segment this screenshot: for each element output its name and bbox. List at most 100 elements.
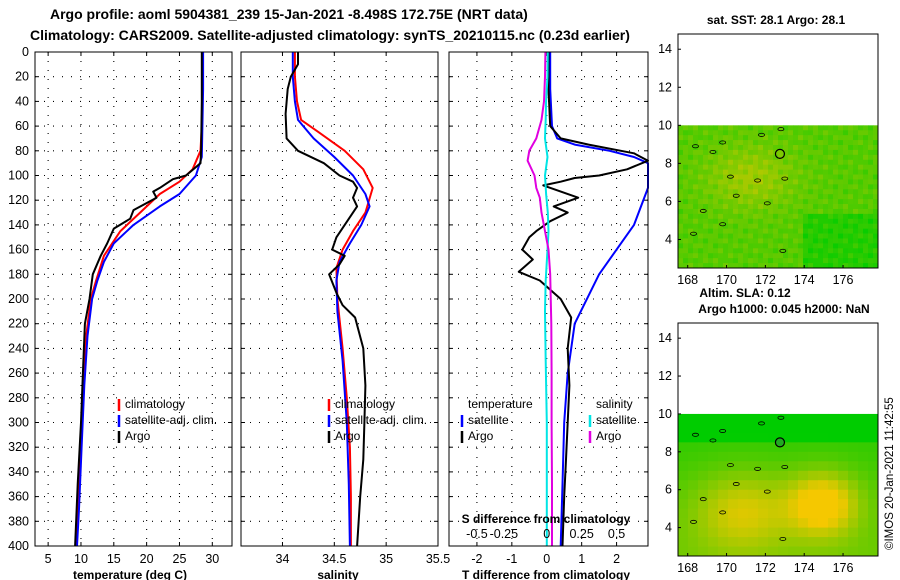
map-cell [683,135,689,141]
map-cell [718,218,724,225]
map-cell [718,194,724,200]
map-cell [758,527,769,538]
map-cell [683,184,689,190]
map-cell [703,145,709,151]
map-cell [858,413,869,424]
map-cell [718,480,729,491]
map-cell [788,442,799,453]
map-cell [833,208,839,215]
map-cell [833,194,839,200]
map-cell [723,164,729,170]
map-cell [863,233,869,239]
map-cell [858,135,864,141]
map-cell [788,174,794,180]
map-cell [818,179,824,185]
map-cell [688,130,694,136]
map-cell [743,208,749,215]
map-cell [768,527,779,538]
map-cell [738,213,744,220]
s-difference-tick-labels: -0.5 -0.25 0 0.25 0.5 [466,527,625,541]
map-cell [733,233,739,239]
legend-satellite: satellite-adj. clim. [335,413,427,427]
map-cell [808,174,814,180]
map-cell [793,164,799,170]
map-cell [683,243,689,249]
map-cell [823,159,829,166]
map-cell [768,174,774,180]
map-cell [788,451,799,462]
map-cell [793,149,799,156]
map-cell [698,145,704,151]
map-cell [813,164,819,170]
map-cell [763,258,769,264]
island-outline [763,201,771,206]
map-cell [738,508,749,519]
map-cell [698,248,704,254]
map-cell [788,470,799,481]
map-cell [788,164,794,170]
s-tick-label: 0.5 [608,527,625,541]
map-cell [818,228,824,234]
map-cell [873,184,879,190]
map-cell [843,208,849,215]
y-tick-label: 380 [8,514,29,528]
map-cell [718,518,729,528]
map-cell [828,194,834,200]
map-cell [863,258,869,264]
map-cell [808,470,819,481]
map-cell [798,189,804,195]
map-cell [853,204,859,210]
map-cell [863,199,869,205]
map-cell [798,238,804,244]
map-cell [808,159,814,166]
map-cell [798,164,804,170]
map-cell [718,423,729,434]
map-cell [813,253,819,259]
map-cell [678,145,684,151]
island-outline [779,248,787,253]
map-cell [688,413,699,424]
map-cell [818,189,824,195]
map-cell [738,413,749,424]
map-cell [698,258,704,264]
map-cell [778,125,784,131]
map-cell [828,204,834,210]
map-cell [723,149,729,156]
map-cell [843,248,849,254]
map-cell [698,228,704,234]
map-cell [683,194,689,200]
map-cell [823,194,829,200]
map-cell [768,499,779,510]
map-cell [723,208,729,215]
y-tick-label: 220 [8,317,29,331]
island-outline [719,140,727,145]
map-cell [733,223,739,230]
map-cell [798,442,809,453]
map-cell [833,223,839,230]
map-cell [823,199,829,205]
map-cell [868,253,874,259]
map-cell [723,184,729,190]
map-cell [768,480,779,491]
map-cell [798,432,809,443]
map-cell [733,189,739,195]
y-tick-label: 20 [15,70,29,84]
map-cell [708,184,714,190]
map-cell [763,238,769,244]
map-cell [738,258,744,264]
legend-t-satellite: satellite [468,413,509,427]
map-cell [813,238,819,244]
map-cell [818,451,829,462]
legend-t-argo: Argo [468,429,494,443]
map-cell [758,489,769,500]
map-cell [863,218,869,225]
lat-tick-label: 12 [658,80,672,94]
map-cell [708,199,714,205]
island-outline [763,489,771,494]
lon-tick-label: 170 [716,273,737,287]
map-cell [783,199,789,205]
map-cell [833,258,839,264]
x-tick-label: 25 [173,552,187,566]
map-cell [758,258,764,264]
title-line-1: Argo profile: aoml 5904381_239 15-Jan-20… [50,6,528,22]
